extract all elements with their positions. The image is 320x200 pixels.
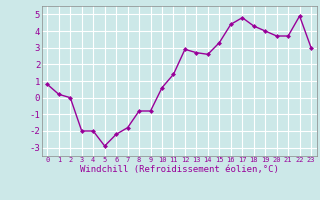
X-axis label: Windchill (Refroidissement éolien,°C): Windchill (Refroidissement éolien,°C) [80, 165, 279, 174]
